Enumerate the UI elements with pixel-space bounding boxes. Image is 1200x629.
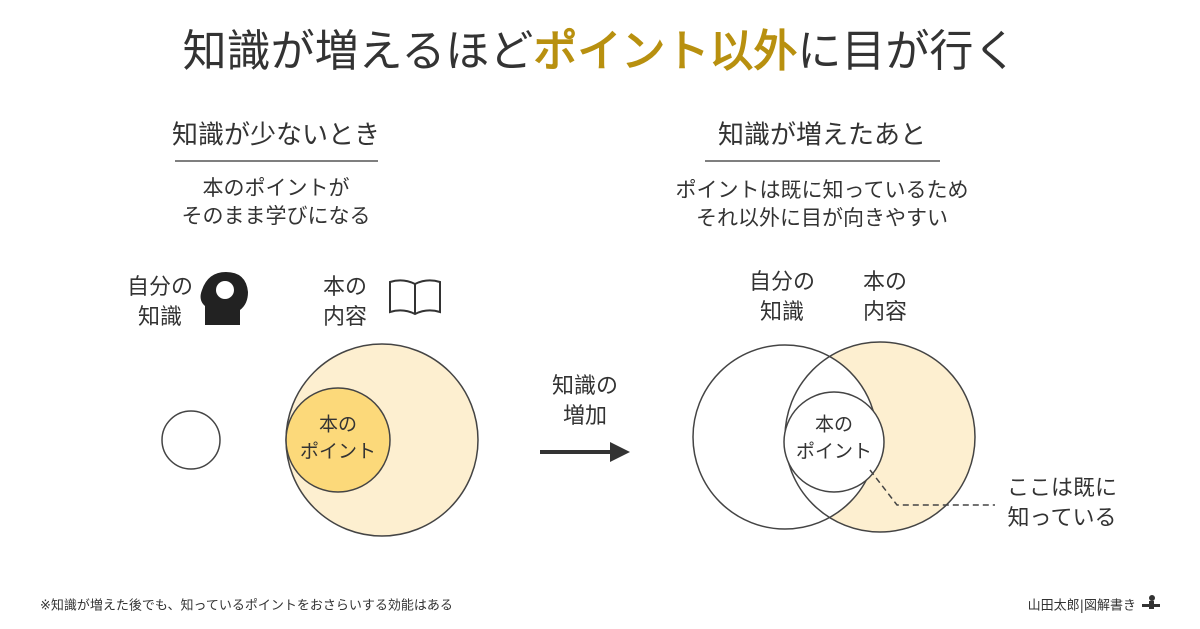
title: 知識が増えるほどポイント以外に目が行く	[183, 26, 1018, 77]
arrow-label: 増加	[563, 404, 607, 429]
label: 本の	[323, 275, 367, 300]
title-part: に目が行く	[797, 26, 1017, 77]
point-circle	[783, 391, 885, 493]
description: そのまま学びになる	[182, 204, 371, 228]
heading: 知識が少ないとき	[172, 121, 380, 151]
head-icon	[200, 272, 248, 325]
arrow	[540, 442, 630, 462]
label: 自分の	[749, 270, 815, 295]
arrow-label: 知識の	[552, 374, 618, 399]
label: ポイント	[796, 441, 872, 463]
label: 自分の	[127, 275, 193, 300]
callout: 知っている	[1008, 506, 1117, 531]
description: それ以外に目が向きやすい	[696, 206, 948, 230]
label: 内容	[323, 305, 367, 330]
point-circle	[285, 387, 391, 493]
label: 知識	[138, 305, 182, 330]
label: 本の	[863, 270, 907, 295]
credit-icon	[1142, 595, 1160, 609]
description: ポイントは既に知っているため	[676, 178, 969, 202]
description: 本のポイントが	[203, 176, 350, 200]
title-part: 知識が増えるほど	[183, 26, 534, 77]
heading: 知識が増えたあと	[718, 121, 926, 151]
small-circle	[161, 410, 221, 470]
label: 内容	[863, 300, 907, 325]
label: 知識	[760, 300, 804, 325]
credit: 山田太郎|図解書き	[1028, 599, 1136, 614]
label: ポイント	[300, 441, 376, 463]
label: 本の	[319, 414, 357, 436]
label: 本の	[815, 414, 853, 436]
callout-line	[869, 469, 995, 506]
title-highlight: ポイント以外	[533, 26, 797, 77]
callout: ここは既に	[1007, 476, 1117, 501]
book-icon	[389, 279, 441, 316]
footnote: ※知識が増えた後でも、知っているポイントをおさらいする効能はある	[40, 598, 453, 614]
